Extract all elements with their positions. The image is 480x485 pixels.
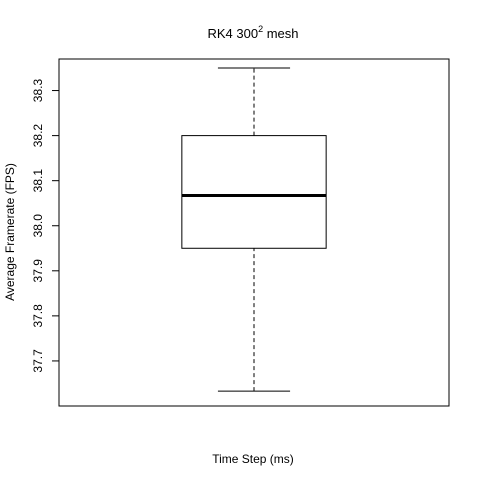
chart-title: RK4 3002 mesh bbox=[207, 24, 298, 41]
iqr-box bbox=[182, 136, 326, 249]
chart-title-tail: mesh bbox=[263, 26, 298, 41]
y-axis-label: Average Framerate (FPS) bbox=[3, 163, 17, 301]
y-tick-label: 38.0 bbox=[31, 214, 45, 238]
x-axis-label: Time Step (ms) bbox=[212, 452, 294, 466]
box-group bbox=[182, 68, 326, 391]
y-tick-label: 37.7 bbox=[31, 349, 45, 373]
y-tick-label: 38.1 bbox=[31, 169, 45, 193]
y-tick-label: 37.9 bbox=[31, 259, 45, 283]
box-plot bbox=[182, 68, 326, 391]
y-axis: 37.7 37.8 37.9 38.0 38.1 38.2 38.3 bbox=[31, 79, 59, 373]
y-tick-label: 38.3 bbox=[31, 79, 45, 103]
y-tick-label: 38.2 bbox=[31, 124, 45, 148]
chart-title-main: RK4 300 bbox=[207, 26, 258, 41]
y-tick-label: 37.8 bbox=[31, 304, 45, 328]
